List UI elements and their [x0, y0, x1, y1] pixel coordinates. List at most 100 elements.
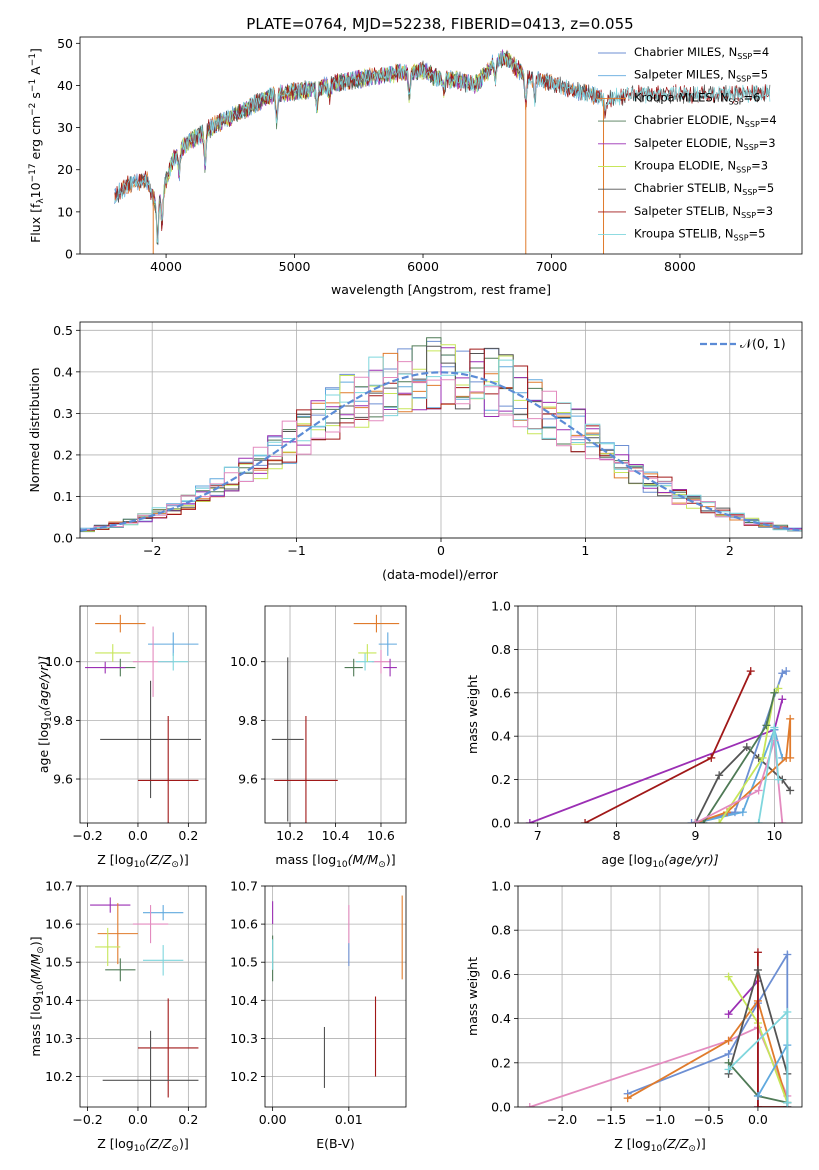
- x-tick-label: 0.2: [178, 1112, 198, 1127]
- x-tick-label: −1.0: [645, 1112, 675, 1127]
- histogram-step: [80, 347, 802, 531]
- x-tick-label: −1.5: [596, 1112, 626, 1127]
- x-tick-label: 0.0: [128, 828, 148, 843]
- x-tick-label: −1: [287, 543, 305, 558]
- errorbar-group: [90, 897, 199, 1107]
- y-tick-label: 9.8: [53, 713, 73, 728]
- legend-entry: Salpeter ELODIE, NSSP=3: [634, 136, 776, 152]
- x-tick-label: 8000: [664, 259, 696, 274]
- x-tick-label: −2.0: [547, 1112, 577, 1127]
- x-axis-label: E(B-V): [316, 1136, 355, 1151]
- y-tick-label: 0: [65, 247, 73, 262]
- legend-entry: Chabrier MILES, NSSP=4: [634, 45, 769, 61]
- y-tick-label: 0.6: [491, 685, 511, 700]
- y-tick-label: 1.0: [491, 599, 511, 614]
- y-tick-label: 0.6: [491, 967, 511, 982]
- x-axis-label: age [log10(age/yr)]: [601, 852, 718, 870]
- spectrum-series-group: [114, 49, 771, 254]
- y-tick-label: 0.5: [53, 323, 73, 338]
- y-tick-label: 0.2: [53, 447, 73, 462]
- histogram-step: [80, 361, 802, 531]
- age-vs-metallicity-panel: −0.2 0.0 0.2 9.6 9.8 10.0 Z [log10(Z/Z⊙)] age […: [36, 605, 207, 870]
- x-tick-label: −2: [143, 543, 161, 558]
- y-tick-label: 0.4: [53, 364, 73, 379]
- axes-frame: [79, 321, 803, 539]
- x-tick-label: 1: [581, 543, 589, 558]
- figure-title: PLATE=0764, MJD=52238, FIBERID=0413, z=0…: [246, 15, 633, 33]
- x-tick-label: 0: [437, 543, 445, 558]
- histogram-step: [80, 356, 802, 532]
- x-tick-label: 8: [613, 828, 621, 843]
- spectrum-panel: 4000 5000 6000 7000 8000 0 10 20 30 40 50 wavelengt…: [28, 36, 803, 297]
- mass-weight-series-group: [525, 948, 792, 1107]
- y-axis-label: mass weight: [465, 675, 480, 754]
- legend-entry: Chabrier ELODIE, NSSP=4: [634, 113, 777, 129]
- x-tick-label: −0.5: [694, 1112, 724, 1127]
- age-vs-mass-panel: 10.2 10.4 10.6 9.6 9.8 10.0 mass [log10(M/M⊙)]: [230, 605, 407, 870]
- x-axis-label: mass [log10(M/M⊙)]: [275, 852, 395, 870]
- x-tick-label: 2: [726, 543, 734, 558]
- y-tick-label: 10.0: [45, 654, 73, 669]
- histogram-group: [80, 337, 802, 533]
- legend: Chabrier MILES, NSSP=4 Salpeter MILES, NS…: [598, 45, 777, 243]
- axes-frame: [517, 605, 803, 824]
- y-tick-label: 0.8: [491, 642, 511, 657]
- x-tick-label: 0.2: [178, 828, 198, 843]
- x-axis-label: wavelength [Angstrom, rest frame]: [331, 282, 551, 297]
- y-tick-label: 20: [57, 162, 73, 177]
- mass-weight-vs-metallicity-panel: −2.0 −1.5 −1.0 −0.5 0.0 0.0 0.2 0.4 0.6 0.8 1.0 Z […: [465, 879, 803, 1154]
- y-tick-label: 10.5: [45, 955, 73, 970]
- y-tick-label: 0.8: [491, 923, 511, 938]
- x-axis-label: Z [log10(Z/Z⊙)]: [97, 1136, 188, 1154]
- x-tick-label: 10.2: [276, 828, 304, 843]
- y-tick-label: 0.4: [491, 1011, 511, 1026]
- y-axis-label: mass [log10(M/M⊙)]: [28, 936, 46, 1056]
- axes-frame: [79, 36, 803, 255]
- mass-weight-line: [584, 670, 752, 823]
- y-tick-label: 10.3: [230, 1031, 258, 1046]
- y-tick-label: 10.2: [230, 1069, 258, 1084]
- x-tick-label: −0.2: [72, 1112, 102, 1127]
- x-tick-label: 9: [692, 828, 700, 843]
- residual-histogram-panel: −2 −1 0 1 2 0.0 0.1 0.2 0.3 0.4 0.5 (data-model)/er…: [27, 321, 803, 582]
- x-tick-label: 10: [766, 828, 782, 843]
- y-tick-label: 10.6: [230, 917, 258, 932]
- y-tick-label: 40: [57, 78, 73, 93]
- axes-frame: [264, 885, 407, 1108]
- y-axis-label: age [log10(age/yr)]: [36, 656, 54, 773]
- mass-weight-vs-age-panel: 7 8 9 10 0.0 0.2 0.4 0.6 0.8 1.0 age [log10(age/yr…: [465, 599, 803, 870]
- mass-vs-ebv-panel: 0.00 0.01 10.2 10.3 10.4 10.5 10.6 10.7 E(B-V): [230, 879, 407, 1151]
- y-axis-label: mass weight: [465, 957, 480, 1036]
- y-tick-label: 10.7: [45, 879, 73, 894]
- y-tick-label: 10.4: [45, 993, 73, 1008]
- x-tick-label: 0.00: [259, 1112, 287, 1127]
- axes-frame: [517, 885, 803, 1108]
- errorbar-group: [85, 614, 201, 823]
- y-tick-label: 0.1: [53, 489, 73, 504]
- y-tick-label: 10: [57, 204, 73, 219]
- x-tick-label: 0.01: [335, 1112, 363, 1127]
- axes-frame: [79, 605, 207, 824]
- y-tick-label: 0.3: [53, 406, 73, 421]
- y-tick-label: 0.2: [491, 1055, 511, 1070]
- y-tick-label: 9.8: [238, 713, 258, 728]
- x-axis-label: (data-model)/error: [382, 567, 499, 582]
- y-tick-label: 0.4: [491, 729, 511, 744]
- spectrum-line: [114, 51, 771, 244]
- mass-weight-series-group: [525, 667, 795, 823]
- y-tick-label: 30: [57, 120, 73, 135]
- y-tick-label: 10.7: [230, 879, 258, 894]
- x-tick-label: 10.6: [367, 828, 395, 843]
- x-tick-label: −0.2: [72, 828, 102, 843]
- legend-entry: Kroupa STELIB, NSSP=5: [634, 227, 765, 243]
- y-tick-label: 10.5: [230, 955, 258, 970]
- errorbar-group: [272, 895, 403, 1088]
- errorbar-group: [271, 614, 400, 823]
- y-tick-label: 0.2: [491, 772, 511, 787]
- y-tick-label: 10.0: [230, 654, 258, 669]
- x-axis-label: Z [log10(Z/Z⊙)]: [97, 852, 188, 870]
- x-axis-label: Z [log10(Z/Z⊙)]: [614, 1136, 705, 1154]
- legend-entry: Kroupa MILES, NSSP=6: [634, 90, 760, 106]
- y-tick-label: 10.2: [45, 1069, 73, 1084]
